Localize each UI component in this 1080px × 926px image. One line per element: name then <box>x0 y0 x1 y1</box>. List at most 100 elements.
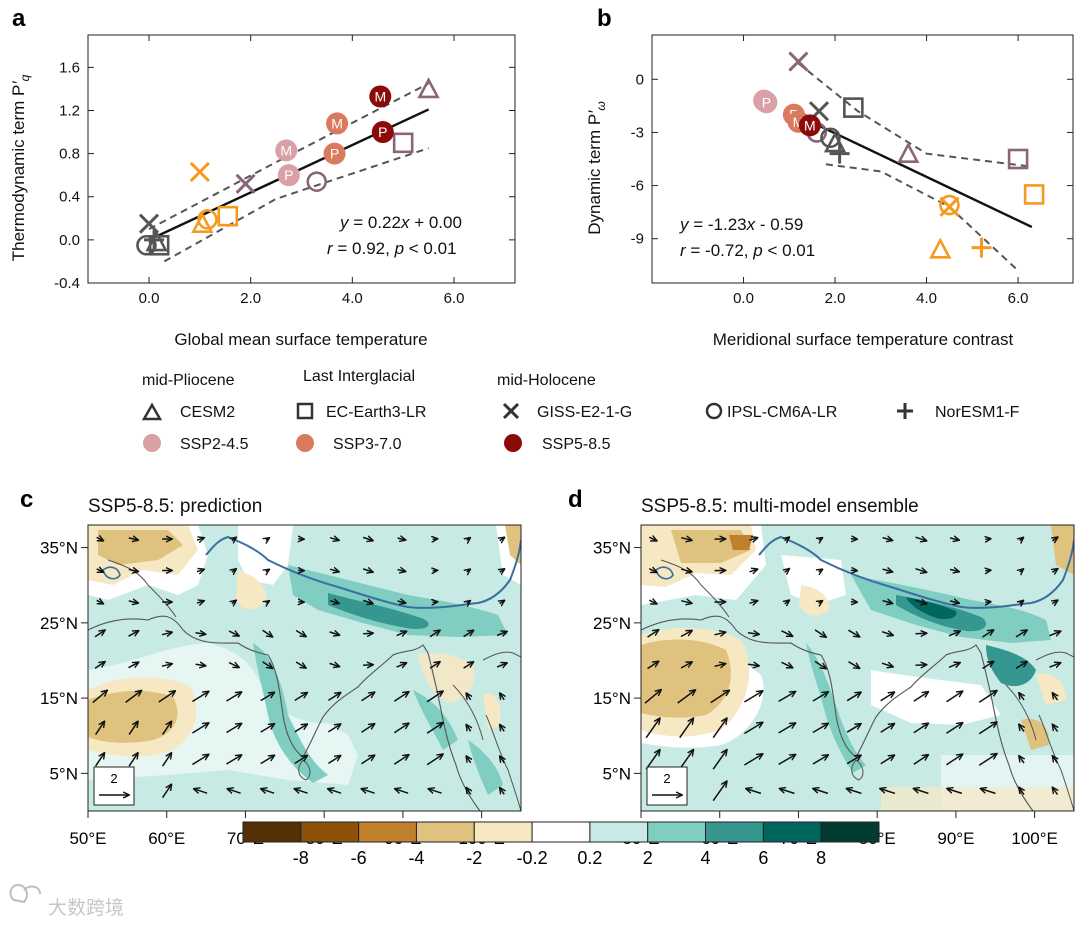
wind-vector <box>327 693 340 702</box>
colorbar-tick-label: 8 <box>816 848 826 868</box>
wind-vector <box>227 789 241 793</box>
scenario-point-label: P <box>330 146 339 162</box>
wind-vector <box>294 756 307 765</box>
plateau-contour <box>655 566 674 580</box>
reference-vector-box <box>93 766 135 806</box>
legend-scenario-ssp370: SSP3-7.0 <box>333 436 402 453</box>
wetting-area-strongest <box>906 597 957 620</box>
wind-vector <box>196 601 204 603</box>
colorbar-swatch <box>647 821 707 843</box>
wind-vector <box>915 600 927 604</box>
wind-vector <box>819 538 823 540</box>
wind-vector <box>978 722 997 735</box>
wind-vector <box>262 629 273 637</box>
wind-vector <box>982 630 994 638</box>
wind-vector <box>913 723 928 734</box>
wind-vector <box>327 724 340 733</box>
colorbar-tick-label: -2 <box>466 848 482 868</box>
triangle-point <box>897 141 920 163</box>
wind-vector <box>846 724 861 733</box>
panel-c-map: 2 <box>88 525 521 811</box>
legend-scenario-ssp245: SSP2-4.5 <box>180 436 249 453</box>
scenario-point-label: P <box>378 124 387 140</box>
reference-vector-label: 2 <box>110 771 117 786</box>
wind-vector <box>1052 537 1057 541</box>
wind-vector <box>128 569 138 571</box>
coastline <box>641 615 1034 811</box>
wind-vector <box>228 663 239 668</box>
wind-vector <box>262 661 273 669</box>
y-tick-label: 0 <box>636 71 644 88</box>
wind-vector <box>1053 756 1058 764</box>
wind-vector <box>96 537 104 540</box>
wind-vector <box>778 692 796 703</box>
drying-area <box>799 585 830 616</box>
colorbar-swatch <box>300 821 360 843</box>
near-zero-area <box>781 555 846 605</box>
wind-vector <box>128 753 138 767</box>
sri-lanka-coast <box>298 759 311 781</box>
wind-vector <box>914 789 929 795</box>
wind-vector <box>266 601 269 603</box>
square-icon <box>296 402 314 420</box>
watermark-text: 大数跨境 <box>48 897 124 919</box>
scenario-point-label: M <box>374 88 386 104</box>
lat-tick-label: 15°N <box>593 689 631 708</box>
scenario-point <box>326 112 349 135</box>
wind-vector <box>232 569 236 572</box>
watermark-logo-icon <box>9 883 41 904</box>
wind-vector <box>647 630 659 638</box>
coastline <box>107 559 177 618</box>
wind-vector <box>328 789 342 793</box>
panel-c-letter: c <box>20 486 33 513</box>
wind-vector <box>1053 724 1058 733</box>
colorbar-tick-label: -8 <box>293 848 309 868</box>
lat-tick-label: 25°N <box>593 614 631 633</box>
wind-vector <box>882 601 893 604</box>
drying-area <box>505 525 521 565</box>
wind-vector <box>192 723 208 734</box>
y-tick-label: 0.8 <box>59 146 80 163</box>
wind-vector <box>749 569 758 572</box>
triangle-point <box>145 230 168 252</box>
confidence-bound-line <box>825 163 1019 272</box>
panel-d-map: 2 <box>641 525 1074 811</box>
wind-vector <box>648 600 656 604</box>
colorbar-swatch <box>358 821 417 843</box>
colorbar-tick-label: 2 <box>643 848 653 868</box>
lat-tick-label: 15°N <box>40 689 78 708</box>
panel-d-frame <box>640 524 1075 812</box>
x-tick-label: 6.0 <box>1008 290 1029 307</box>
ssp370-icon <box>296 434 314 452</box>
square-point <box>148 234 170 256</box>
lat-tick-label: 5°N <box>49 764 78 783</box>
wetting-area <box>253 643 328 783</box>
wind-vector <box>848 661 860 669</box>
wind-vector <box>948 663 960 668</box>
wind-vector <box>1015 662 1027 670</box>
circle-icon <box>705 402 723 420</box>
panel-a-ylabel: Thermodynamic term P′q <box>9 74 32 261</box>
wind-vector <box>778 755 796 766</box>
plus-point <box>971 237 992 258</box>
x-tick-label: 0.0 <box>733 290 754 307</box>
wind-vector <box>881 663 893 667</box>
wind-vector <box>744 754 762 766</box>
wind-vector <box>260 692 275 702</box>
wind-vector <box>228 631 239 636</box>
wind-vector <box>644 690 661 704</box>
wind-vector <box>260 724 275 733</box>
wind-vector <box>500 537 505 540</box>
wind-vector <box>396 631 407 635</box>
wind-vector <box>915 633 927 634</box>
regression-line <box>811 121 1033 229</box>
wind-vector <box>985 570 990 571</box>
wind-vector <box>361 789 375 793</box>
wind-vector <box>747 664 759 666</box>
wind-vector <box>395 789 409 793</box>
wind-vector <box>1019 756 1024 764</box>
wind-vector <box>1019 787 1024 796</box>
y-tick-label: -3 <box>631 124 644 141</box>
wind-vector <box>846 755 861 765</box>
